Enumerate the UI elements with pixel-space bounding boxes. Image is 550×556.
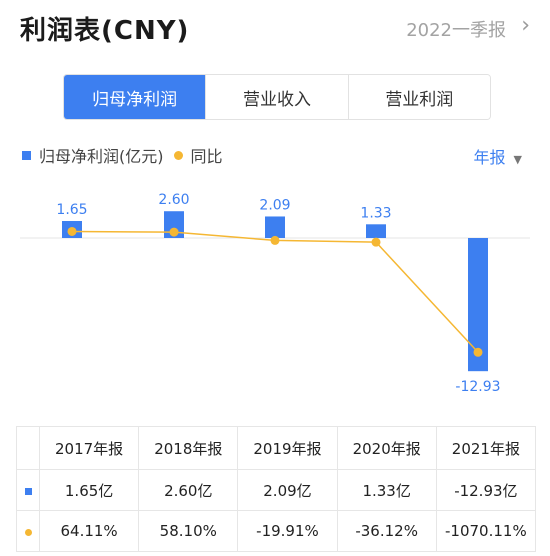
dot-marker-icon bbox=[24, 529, 32, 536]
table-cell: 1.33亿 bbox=[336, 469, 437, 511]
bar[interactable] bbox=[468, 238, 488, 372]
yoy-line bbox=[71, 230, 479, 353]
table-header-row: 2017年报 2018年报 2019年报 2020年报 2021年报 bbox=[16, 426, 537, 470]
table-cell: -36.12% bbox=[336, 510, 437, 552]
report-period-link[interactable]: 2022一季报 bbox=[406, 20, 506, 41]
table-header-cell: 2018年报 bbox=[138, 426, 239, 470]
table-header-cell: 2017年报 bbox=[38, 426, 140, 470]
table-cell: 64.11% bbox=[38, 510, 140, 552]
table-cell: 2.60亿 bbox=[138, 469, 239, 511]
line-legend-label: 同比 bbox=[190, 147, 223, 166]
bar-marker-icon bbox=[24, 488, 32, 495]
table-header-cell: 2020年报 bbox=[336, 426, 437, 470]
header: 利润表(CNY) 2022一季报 › bbox=[0, 0, 550, 56]
line-row-marker bbox=[16, 510, 40, 552]
yoy-point[interactable] bbox=[270, 235, 280, 245]
metric-tabs: 归母净利润 营业收入 营业利润 bbox=[63, 74, 491, 120]
table-cell: -1070.11% bbox=[435, 510, 537, 552]
table-cell: 2.09亿 bbox=[237, 469, 338, 511]
table-header-cell: 2019年报 bbox=[237, 426, 338, 470]
bar-legend-label: 归母净利润(亿元) bbox=[39, 147, 164, 166]
table-cell: 58.10% bbox=[138, 510, 239, 552]
table-cell: -12.93亿 bbox=[435, 469, 537, 511]
caret-down-icon: ▼ bbox=[513, 153, 522, 166]
page-title: 利润表(CNY) bbox=[20, 16, 190, 46]
bar[interactable] bbox=[265, 216, 285, 238]
bar-legend-marker bbox=[22, 150, 31, 160]
tab-operating-profit[interactable]: 营业利润 bbox=[347, 75, 490, 119]
table-corner-cell bbox=[16, 426, 40, 470]
data-table: 2017年报 2018年报 2019年报 2020年报 2021年报 1.65亿… bbox=[16, 426, 537, 552]
table-row: 1.65亿 2.60亿 2.09亿 1.33亿 -12.93亿 bbox=[16, 469, 537, 511]
bar-value-label: 2.09 bbox=[259, 197, 290, 213]
report-type-dropdown[interactable]: 年报 ▼ bbox=[474, 144, 522, 168]
table-row: 64.11% 58.10% -19.91% -36.12% -1070.11% bbox=[16, 510, 537, 552]
tab-net-profit[interactable]: 归母净利润 bbox=[64, 75, 206, 119]
yoy-point[interactable] bbox=[371, 237, 381, 247]
yoy-point[interactable] bbox=[67, 226, 77, 236]
bar-value-label: 1.65 bbox=[56, 202, 87, 218]
yoy-point[interactable] bbox=[169, 227, 179, 237]
tab-revenue[interactable]: 营业收入 bbox=[205, 75, 348, 119]
chart-legend: 归母净利润(亿元) 同比 bbox=[22, 144, 223, 166]
chevron-right-icon[interactable]: › bbox=[521, 13, 530, 38]
net-profit-chart: 1.65 2.60 2.09 1.33 -12.93 bbox=[20, 192, 530, 395]
yoy-point[interactable] bbox=[473, 347, 483, 357]
table-cell: 1.65亿 bbox=[38, 469, 140, 511]
report-type-label: 年报 bbox=[473, 148, 506, 167]
bar[interactable] bbox=[366, 224, 386, 238]
table-cell: -19.91% bbox=[237, 510, 338, 552]
bar[interactable] bbox=[164, 211, 184, 238]
bar-value-label: -12.93 bbox=[455, 379, 500, 395]
line-legend-marker bbox=[173, 150, 183, 160]
table-header-cell: 2021年报 bbox=[435, 426, 537, 470]
bar-value-label: 2.60 bbox=[158, 192, 189, 208]
bar-row-marker bbox=[16, 469, 40, 511]
bar-value-label: 1.33 bbox=[360, 205, 391, 221]
